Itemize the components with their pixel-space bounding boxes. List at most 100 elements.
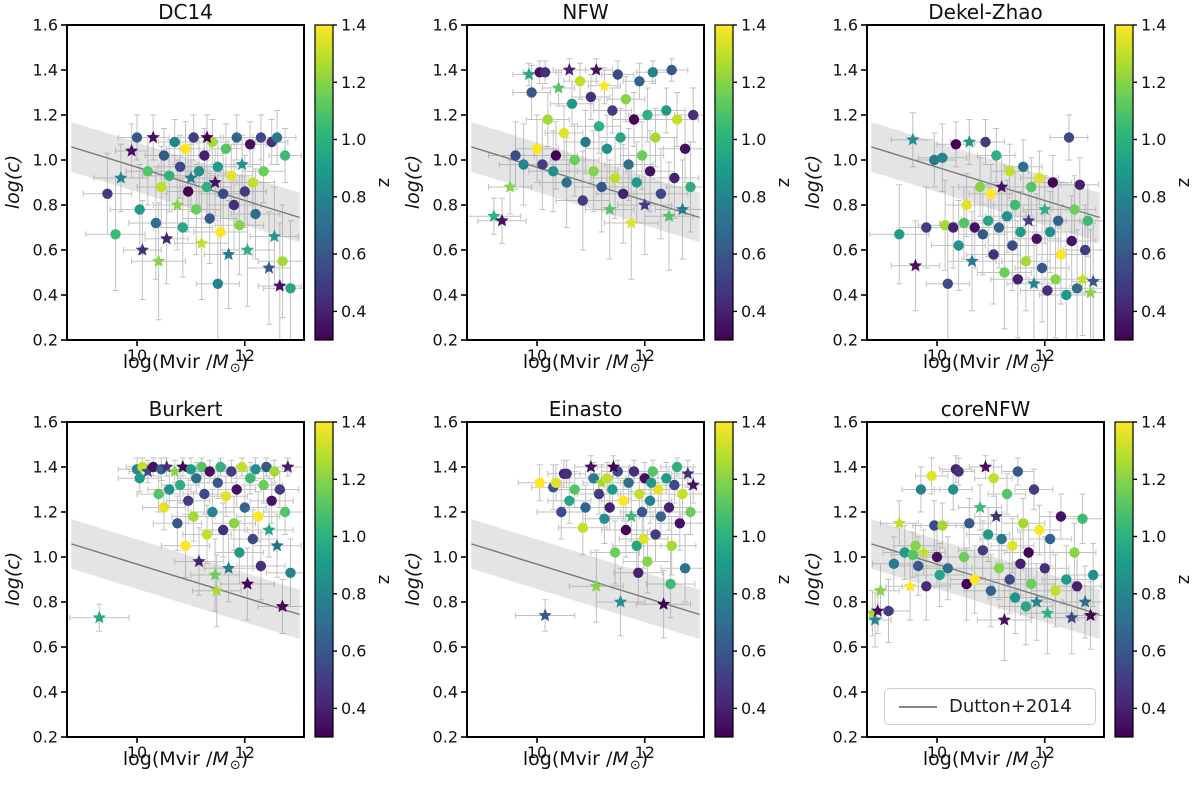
svg-text:0.6: 0.6 bbox=[1141, 245, 1166, 264]
x-tick-labels: 10 12 bbox=[127, 743, 255, 762]
plot-area-dekel-zhao: 10 12 0.2 0.4 0.6 0.8 1.0 1.2 1.4 1.6 1.4 1.2 1.0 0.8… bbox=[833, 16, 1195, 366]
y-tick-labels: 0.2 0.4 0.6 0.8 1.0 1.2 1.4 1.6 bbox=[33, 413, 58, 747]
svg-text:0.8: 0.8 bbox=[433, 196, 458, 215]
svg-text:1.4: 1.4 bbox=[341, 413, 366, 432]
svg-text:10: 10 bbox=[527, 346, 547, 365]
svg-text:0.4: 0.4 bbox=[741, 699, 766, 718]
x-axis-ticks bbox=[936, 340, 1046, 346]
svg-text:1.2: 1.2 bbox=[33, 106, 58, 125]
panel-corenfw: 10 12 0.2 0.4 0.6 0.8 1.0 1.2 1.4 1.6 1.4 1.2 1.0 0.8… bbox=[800, 397, 1200, 794]
x-tick-labels: 10 12 bbox=[527, 743, 655, 762]
svg-text:10: 10 bbox=[127, 346, 147, 365]
svg-text:12: 12 bbox=[1035, 346, 1055, 365]
panel-einasto: 10 12 0.2 0.4 0.6 0.8 1.0 1.2 1.4 1.6 1.4 1.2 1.0 0.8… bbox=[400, 397, 800, 794]
panel-title: coreNFW bbox=[940, 397, 1031, 421]
panel-dc14: 10 12 0.2 0.4 0.6 0.8 1.0 1.2 1.4 1.6 1.4 1.2 1.0 0.8… bbox=[0, 0, 400, 397]
colorbar-label: z bbox=[374, 575, 395, 584]
svg-text:12: 12 bbox=[235, 743, 255, 762]
svg-text:0.6: 0.6 bbox=[33, 638, 58, 657]
svg-text:12: 12 bbox=[635, 743, 655, 762]
colorbar-label: z bbox=[1174, 178, 1195, 187]
x-tick-labels: 10 12 bbox=[927, 346, 1055, 365]
svg-text:0.6: 0.6 bbox=[833, 638, 858, 657]
svg-text:1.2: 1.2 bbox=[833, 503, 858, 522]
svg-text:0.2: 0.2 bbox=[33, 331, 58, 350]
plot-area-nfw: 10 12 0.2 0.4 0.6 0.8 1.0 1.2 1.4 1.6 1.4 1.2 1.0 0.8… bbox=[433, 16, 795, 366]
svg-text:0.4: 0.4 bbox=[833, 286, 858, 305]
y-axis-ticks bbox=[861, 421, 867, 738]
svg-text:1.4: 1.4 bbox=[433, 458, 458, 477]
svg-text:1.0: 1.0 bbox=[33, 548, 58, 567]
svg-text:1.2: 1.2 bbox=[833, 106, 858, 125]
axes-frame bbox=[66, 421, 305, 738]
colorbar: 1.4 1.2 1.0 0.8 0.6 0.4 z bbox=[1114, 16, 1195, 341]
plot-area-corenfw: 10 12 0.2 0.4 0.6 0.8 1.0 1.2 1.4 1.6 1.4 1.2 1.0 0.8… bbox=[833, 413, 1195, 763]
svg-text:1.0: 1.0 bbox=[833, 548, 858, 567]
colorbar-label: z bbox=[1174, 575, 1195, 584]
svg-text:1.4: 1.4 bbox=[341, 16, 366, 35]
svg-text:0.4: 0.4 bbox=[433, 286, 458, 305]
svg-text:0.6: 0.6 bbox=[741, 642, 766, 661]
x-axis-label: log(Mvir /M⊙) bbox=[922, 748, 1049, 773]
colorbar-label: z bbox=[774, 178, 795, 187]
svg-text:0.8: 0.8 bbox=[341, 187, 366, 206]
svg-text:0.8: 0.8 bbox=[433, 593, 458, 612]
svg-text:0.4: 0.4 bbox=[33, 286, 58, 305]
svg-text:12: 12 bbox=[235, 346, 255, 365]
svg-text:1.6: 1.6 bbox=[33, 413, 58, 432]
y-tick-labels: 0.2 0.4 0.6 0.8 1.0 1.2 1.4 1.6 bbox=[433, 16, 458, 350]
x-axis-ticks bbox=[136, 340, 246, 346]
colorbar-gradient bbox=[314, 24, 334, 341]
svg-text:0.6: 0.6 bbox=[341, 642, 366, 661]
scatter-points bbox=[92, 460, 296, 624]
legend-label: Dutton+2014 bbox=[949, 696, 1072, 717]
svg-text:0.6: 0.6 bbox=[1141, 642, 1166, 661]
panel-title: DC14 bbox=[158, 0, 213, 24]
x-axis-ticks bbox=[936, 737, 1046, 743]
x-tick-labels: 10 12 bbox=[927, 743, 1055, 762]
panel-dekel-zhao: 10 12 0.2 0.4 0.6 0.8 1.0 1.2 1.4 1.6 1.4 1.2 1.0 0.8… bbox=[800, 0, 1200, 397]
y-axis-label: log(c) bbox=[2, 154, 24, 210]
svg-text:1.0: 1.0 bbox=[741, 527, 766, 546]
y-axis-ticks bbox=[61, 421, 67, 738]
scatter-points bbox=[102, 130, 296, 294]
panel-title: Dekel-Zhao bbox=[928, 0, 1043, 24]
axes-frame bbox=[466, 24, 705, 341]
svg-text:1.4: 1.4 bbox=[1141, 16, 1166, 35]
svg-text:1.4: 1.4 bbox=[33, 458, 58, 477]
svg-text:10: 10 bbox=[927, 743, 947, 762]
svg-text:0.4: 0.4 bbox=[33, 683, 58, 702]
svg-text:0.4: 0.4 bbox=[1141, 302, 1166, 321]
svg-text:1.2: 1.2 bbox=[433, 106, 458, 125]
svg-text:1.0: 1.0 bbox=[341, 130, 366, 149]
svg-text:0.6: 0.6 bbox=[433, 638, 458, 657]
svg-text:0.2: 0.2 bbox=[433, 331, 458, 350]
svg-text:0.8: 0.8 bbox=[741, 584, 766, 603]
svg-text:1.6: 1.6 bbox=[833, 16, 858, 35]
plot-area-burkert: 10 12 0.2 0.4 0.6 0.8 1.0 1.2 1.4 1.6 1.4 1.2 1.0 0.8… bbox=[33, 413, 395, 763]
y-axis-ticks bbox=[461, 421, 467, 738]
svg-text:1.4: 1.4 bbox=[741, 413, 766, 432]
panel-nfw: 10 12 0.2 0.4 0.6 0.8 1.0 1.2 1.4 1.6 1.4 1.2 1.0 0.8… bbox=[400, 0, 800, 397]
svg-text:0.2: 0.2 bbox=[433, 728, 458, 747]
legend-dutton-2014: Dutton+2014 bbox=[884, 688, 1096, 725]
svg-text:1.4: 1.4 bbox=[833, 61, 858, 80]
x-tick-labels: 10 12 bbox=[527, 346, 655, 365]
colorbar: 1.4 1.2 1.0 0.8 0.6 0.4 z bbox=[314, 16, 395, 341]
colorbar-label: z bbox=[774, 575, 795, 584]
svg-text:0.4: 0.4 bbox=[341, 699, 366, 718]
svg-text:10: 10 bbox=[527, 743, 547, 762]
svg-text:12: 12 bbox=[1035, 743, 1055, 762]
svg-text:1.2: 1.2 bbox=[741, 73, 766, 92]
svg-text:1.0: 1.0 bbox=[433, 548, 458, 567]
plot-area-einasto: 10 12 0.2 0.4 0.6 0.8 1.0 1.2 1.4 1.6 1.4 1.2 1.0 0.8… bbox=[433, 413, 795, 763]
svg-text:1.2: 1.2 bbox=[1141, 73, 1166, 92]
colorbar-gradient bbox=[714, 24, 734, 341]
axes-frame bbox=[866, 24, 1105, 341]
svg-text:1.0: 1.0 bbox=[341, 527, 366, 546]
x-axis-label: log(Mvir /M⊙) bbox=[522, 351, 649, 376]
svg-text:1.0: 1.0 bbox=[741, 130, 766, 149]
scatter-points bbox=[894, 132, 1100, 301]
svg-text:0.8: 0.8 bbox=[341, 584, 366, 603]
